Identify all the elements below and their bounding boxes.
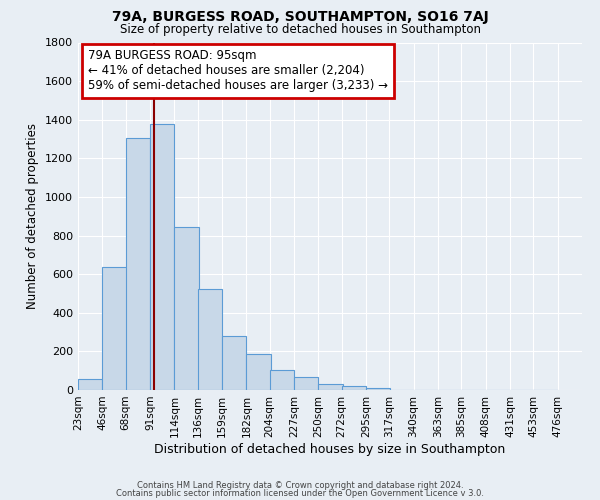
Text: 79A, BURGESS ROAD, SOUTHAMPTON, SO16 7AJ: 79A, BURGESS ROAD, SOUTHAMPTON, SO16 7AJ <box>112 10 488 24</box>
Bar <box>222 336 247 390</box>
Text: 79A BURGESS ROAD: 95sqm
← 41% of detached houses are smaller (2,204)
59% of semi: 79A BURGESS ROAD: 95sqm ← 41% of detache… <box>88 50 388 92</box>
Bar <box>247 354 271 390</box>
Bar <box>366 388 391 390</box>
Text: Contains HM Land Registry data © Crown copyright and database right 2024.: Contains HM Land Registry data © Crown c… <box>137 481 463 490</box>
Bar <box>175 227 199 390</box>
Y-axis label: Number of detached properties: Number of detached properties <box>26 123 40 309</box>
Bar <box>269 370 294 390</box>
Bar <box>125 138 150 390</box>
Text: Contains public sector information licensed under the Open Government Licence v : Contains public sector information licen… <box>116 488 484 498</box>
Bar <box>319 384 343 390</box>
Bar <box>197 288 222 390</box>
Text: Size of property relative to detached houses in Southampton: Size of property relative to detached ho… <box>119 22 481 36</box>
Bar <box>294 378 319 390</box>
Bar <box>103 268 127 390</box>
Bar <box>341 386 366 390</box>
X-axis label: Distribution of detached houses by size in Southampton: Distribution of detached houses by size … <box>154 442 506 456</box>
Bar <box>150 124 175 390</box>
Bar <box>78 380 103 390</box>
